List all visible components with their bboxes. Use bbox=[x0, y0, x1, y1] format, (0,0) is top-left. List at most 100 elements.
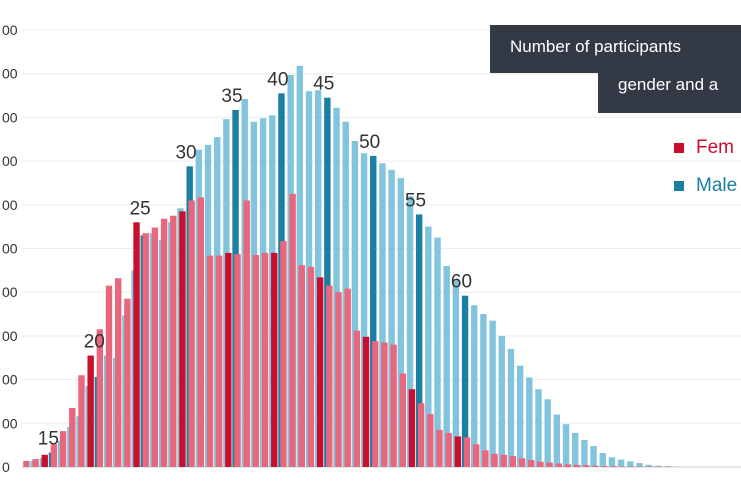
legend-item-female: Fem bbox=[674, 136, 737, 160]
bar-female-age-54 bbox=[399, 373, 406, 467]
bar-male-age-70 bbox=[553, 414, 561, 467]
bar-male-age-62 bbox=[480, 314, 487, 467]
bar-female-age-76 bbox=[601, 466, 608, 467]
bar-male-age-69 bbox=[544, 399, 551, 467]
bar-female-age-61 bbox=[463, 437, 471, 467]
bar-male-age-76 bbox=[608, 457, 616, 467]
bar-male-age-65 bbox=[507, 349, 515, 467]
y-tick-label: 00 bbox=[2, 328, 18, 344]
bar-female-age-50 bbox=[362, 336, 370, 467]
bar-female-age-20 bbox=[87, 355, 94, 467]
bar-female-age-16 bbox=[50, 444, 58, 467]
bar-female-age-62 bbox=[473, 444, 480, 467]
y-tick-label: 00 bbox=[2, 22, 18, 38]
bar-female-age-71 bbox=[555, 463, 563, 467]
y-tick-label: 00 bbox=[2, 197, 18, 213]
bar-male-age-61 bbox=[471, 305, 478, 467]
bar-male-age-64 bbox=[498, 335, 505, 467]
bar-female-age-67 bbox=[518, 458, 526, 467]
bar-male-age-66 bbox=[516, 365, 524, 467]
bar-female-age-28 bbox=[160, 218, 168, 467]
bar-female-age-39 bbox=[261, 252, 269, 467]
bar-female-age-51 bbox=[372, 341, 379, 467]
bar-male-age-53 bbox=[397, 178, 404, 467]
bar-female-age-29 bbox=[170, 215, 177, 467]
bar-female-age-21 bbox=[96, 329, 104, 467]
chart-title-text-2: gender and a bbox=[618, 75, 719, 94]
age-label-20: 20 bbox=[84, 332, 105, 353]
age-label-25: 25 bbox=[130, 198, 151, 219]
bar-male-age-79 bbox=[636, 463, 643, 467]
bar-male-age-59 bbox=[452, 279, 460, 467]
bar-male-age-74 bbox=[590, 446, 597, 467]
bar-female-age-63 bbox=[482, 450, 489, 467]
bar-male-age-56 bbox=[425, 226, 432, 467]
age-labels: 15 20 25 30 35 40 45 50 55 60 bbox=[38, 69, 472, 449]
age-label-40: 40 bbox=[267, 69, 288, 90]
bar-female-age-19 bbox=[78, 375, 85, 467]
bar-male-age-48 bbox=[351, 140, 359, 468]
bar-female-age-70 bbox=[546, 462, 553, 467]
y-tick-label: 00 bbox=[2, 66, 18, 82]
bar-female-age-15 bbox=[41, 454, 48, 467]
age-label-30: 30 bbox=[175, 142, 196, 163]
bar-male-age-55 bbox=[415, 214, 423, 467]
bar-female-age-47 bbox=[335, 292, 342, 467]
y-tick-label: 00 bbox=[2, 153, 18, 169]
y-tick-label: 00 bbox=[2, 241, 18, 257]
chart-title-line-2: gender and a bbox=[598, 73, 741, 113]
bar-male-age-50 bbox=[370, 155, 377, 467]
bar-male-age-80 bbox=[645, 464, 652, 467]
age-label-35: 35 bbox=[221, 86, 242, 107]
bar-male-age-46 bbox=[333, 107, 340, 467]
bar-female-age-72 bbox=[564, 464, 572, 467]
legend-label-female: Fem bbox=[696, 137, 734, 158]
bar-female-age-36 bbox=[234, 254, 241, 467]
y-tick-label: 00 bbox=[2, 109, 18, 125]
bar-male-age-54 bbox=[406, 196, 414, 467]
bar-male-age-45 bbox=[324, 97, 331, 468]
bar-male-age-78 bbox=[627, 461, 634, 467]
bar-female-age-37 bbox=[243, 200, 250, 467]
bar-female-age-38 bbox=[252, 255, 260, 467]
bar-male-age-58 bbox=[443, 265, 450, 467]
bar-female-age-40 bbox=[271, 252, 278, 467]
bar-male-age-49 bbox=[360, 153, 368, 467]
bar-female-age-52 bbox=[381, 342, 388, 467]
bar-male-age-75 bbox=[599, 453, 606, 467]
chart-title-line-1: Number of participants bbox=[490, 25, 741, 73]
bar-female-age-13 bbox=[23, 460, 30, 467]
bar-male-age-81 bbox=[654, 465, 662, 467]
bar-female-age-42 bbox=[289, 193, 296, 467]
bar-female-age-27 bbox=[151, 227, 159, 467]
bar-male-age-63 bbox=[489, 320, 496, 467]
bar-female-age-48 bbox=[344, 288, 351, 467]
age-label-15: 15 bbox=[38, 429, 59, 450]
bar-female-age-58 bbox=[436, 429, 443, 467]
legend-swatch-male bbox=[674, 181, 684, 191]
y-tick-label: 00 bbox=[2, 415, 18, 431]
legend: Fem Male bbox=[674, 136, 737, 212]
bar-female-age-66 bbox=[509, 456, 517, 467]
bar-female-age-69 bbox=[537, 461, 544, 467]
legend-swatch-female bbox=[674, 143, 684, 153]
y-tick-label: 00 bbox=[2, 372, 18, 388]
bar-female-age-30 bbox=[179, 211, 186, 467]
bar-male-age-51 bbox=[379, 163, 386, 467]
bar-female-age-25 bbox=[133, 222, 140, 467]
bar-female-age-23 bbox=[115, 278, 122, 467]
age-label-50: 50 bbox=[359, 132, 380, 153]
bar-female-age-22 bbox=[105, 285, 113, 467]
y-tick-label: 0 bbox=[2, 459, 10, 475]
bar-female-age-56 bbox=[417, 403, 425, 467]
bar-female-age-57 bbox=[427, 414, 434, 467]
age-label-45: 45 bbox=[313, 74, 334, 95]
bar-female-age-45 bbox=[316, 277, 324, 467]
bar-female-age-44 bbox=[307, 266, 315, 467]
bar-female-age-14 bbox=[32, 459, 39, 467]
bar-female-age-60 bbox=[454, 436, 462, 467]
bar-male-age-77 bbox=[617, 459, 625, 467]
bar-male-age-67 bbox=[526, 377, 533, 467]
